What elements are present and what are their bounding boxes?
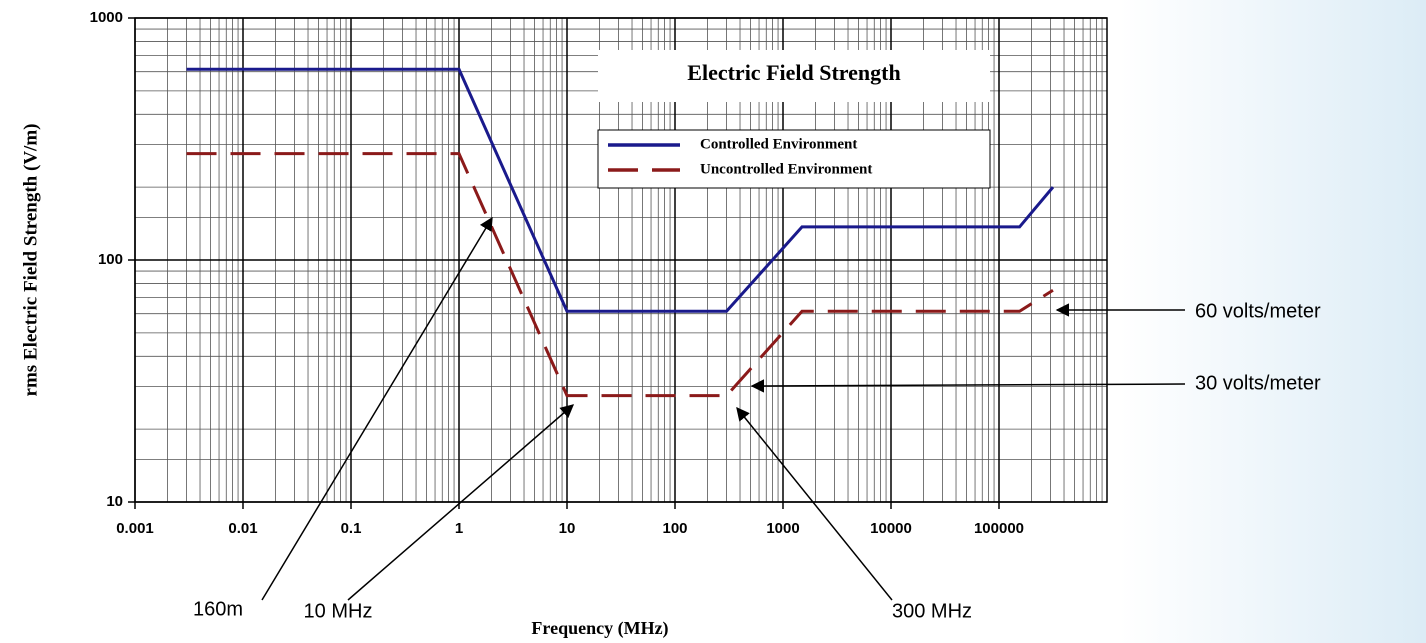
annotation: 300 MHz	[892, 600, 972, 622]
x-axis-label: Frequency (MHz)	[531, 618, 668, 639]
legend-label: Controlled Environment	[700, 136, 857, 152]
y-tick-label: 100	[98, 251, 123, 268]
annotation-arrow	[736, 406, 893, 601]
x-tick-label: 1000	[766, 520, 799, 537]
annotation: 10 MHz	[304, 600, 373, 622]
y-axis-label: rms Electric Field Strength (V/m)	[20, 124, 41, 397]
x-tick-label: 10000	[870, 520, 912, 537]
y-tick-label: 1000	[90, 9, 123, 26]
annotation-arrow	[347, 404, 575, 601]
x-tick-label: 0.1	[341, 520, 362, 537]
annotation: 60 volts/meter	[1195, 300, 1321, 322]
background	[1120, 0, 1426, 643]
series-line	[186, 67, 1055, 313]
annotation-arrow	[750, 379, 1186, 393]
x-tick-label: 0.001	[116, 520, 154, 537]
annotation-arrow	[261, 216, 493, 601]
x-tick-label: 10	[559, 520, 576, 537]
x-tick-label: 100000	[974, 520, 1024, 537]
series-line	[186, 152, 1054, 398]
x-tick-label: 100	[662, 520, 687, 537]
x-tick-label: 0.01	[228, 520, 257, 537]
y-tick-label: 10	[106, 493, 123, 510]
x-tick-label: 1	[455, 520, 463, 537]
legend-title-box	[598, 50, 990, 102]
annotation: 30 volts/meter	[1195, 372, 1321, 394]
annotation: 160m	[193, 598, 243, 620]
chart-title: Electric Field Strength	[687, 60, 900, 85]
plot-frame	[134, 17, 1108, 503]
legend-box	[597, 129, 991, 189]
legend-label: Uncontrolled Environment	[700, 161, 872, 177]
